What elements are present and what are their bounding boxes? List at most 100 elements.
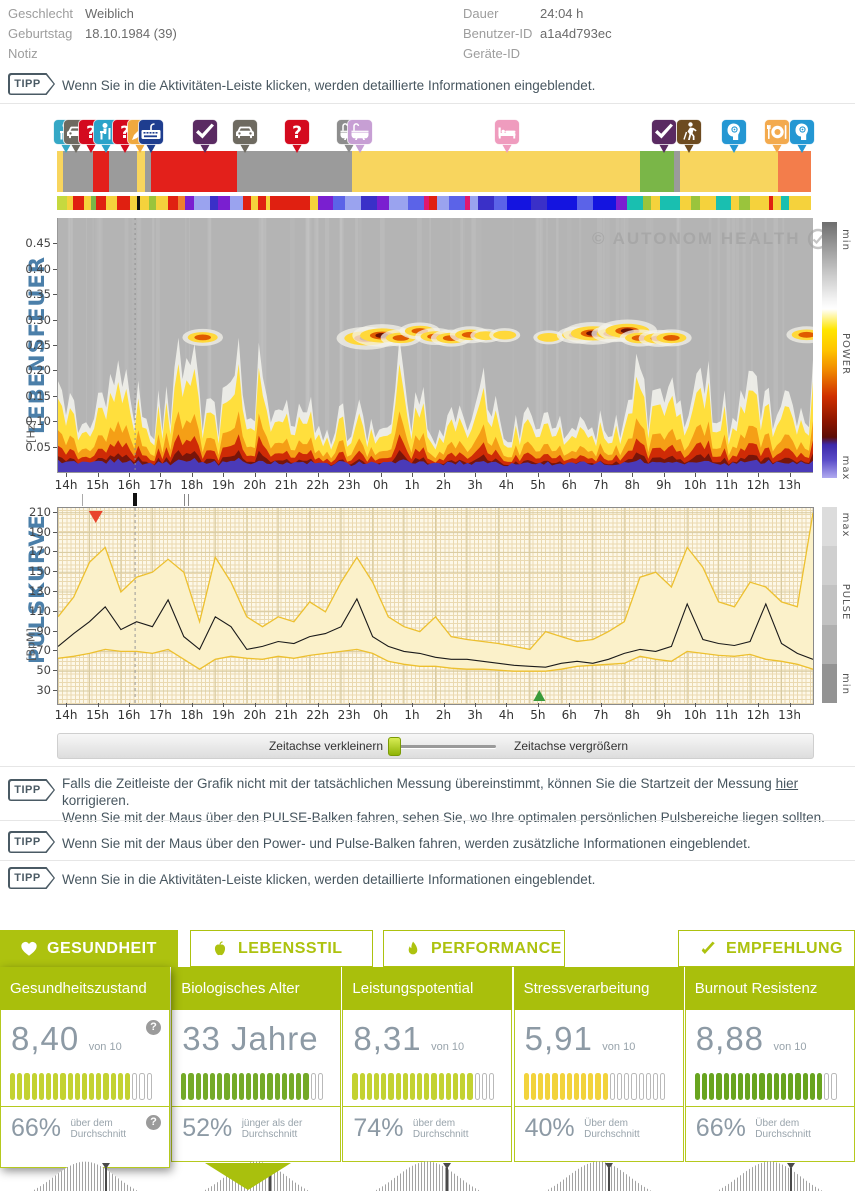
metric-card-1[interactable]: Biologisches Alter 33 Jahre 52% jünger a… [171, 967, 342, 1191]
strip-segment[interactable] [730, 196, 739, 210]
strip-segment[interactable] [470, 196, 479, 210]
activity-pin-head-gear[interactable] [721, 119, 747, 155]
help-icon[interactable]: ? [146, 1115, 161, 1130]
strip-segment[interactable] [494, 196, 507, 210]
strip-segment[interactable] [168, 196, 179, 210]
strip-segment[interactable] [506, 196, 531, 210]
activity-pin-car[interactable] [232, 119, 258, 155]
strip-segment[interactable] [116, 196, 130, 210]
strip-segment[interactable] [650, 196, 661, 210]
strip-segment[interactable] [749, 196, 770, 210]
strip-segment[interactable] [96, 196, 106, 210]
activity-segment[interactable] [352, 151, 640, 192]
activity-segment[interactable] [679, 151, 778, 192]
strip-segment[interactable] [376, 196, 389, 210]
strip-segment[interactable] [243, 196, 252, 210]
strip-segment[interactable] [72, 196, 85, 210]
tab-empfehlung[interactable]: EMPFEHLUNG [678, 930, 855, 967]
tab-gesundheit[interactable]: GESUNDHEIT [0, 930, 178, 967]
strip-segment[interactable] [789, 196, 812, 210]
activity-segment[interactable] [145, 151, 151, 192]
activity-segment[interactable] [109, 151, 137, 192]
pulse-colorbar-segment[interactable] [822, 624, 837, 664]
correct-start-time-link[interactable]: hier [775, 776, 799, 791]
strip-segment[interactable] [218, 196, 231, 210]
strip-segment[interactable] [615, 196, 627, 210]
pulse-colorbar-segment[interactable] [822, 585, 837, 625]
strip-segment[interactable] [769, 196, 774, 210]
activity-pin-question[interactable]: ? [284, 119, 310, 155]
lebensfeuer-spectrogram[interactable] [57, 218, 813, 473]
activity-segment[interactable] [63, 151, 94, 192]
activity-segment[interactable] [57, 151, 64, 192]
strip-segment[interactable] [344, 196, 361, 210]
strip-segment[interactable] [184, 196, 195, 210]
pulse-colorbar-segment[interactable] [822, 546, 837, 586]
activity-color-strip[interactable] [57, 196, 812, 210]
strip-segment[interactable] [577, 196, 594, 210]
metric-card-3[interactable]: Stressverarbeitung 5,91 von 10 40% Über … [513, 967, 684, 1191]
pulse-colorbar-segment[interactable] [822, 507, 837, 547]
strip-segment[interactable] [773, 196, 782, 210]
strip-segment[interactable] [230, 196, 244, 210]
time-axis-slider-track[interactable] [396, 745, 496, 748]
strip-segment[interactable] [194, 196, 211, 210]
strip-segment[interactable] [148, 196, 157, 210]
strip-segment[interactable] [105, 196, 117, 210]
strip-segment[interactable] [251, 196, 258, 210]
activity-pin-bath[interactable] [347, 119, 373, 155]
activity-bar[interactable] [57, 151, 812, 192]
tab-lebensstil[interactable]: LEBENSSTIL [190, 930, 373, 967]
strip-segment[interactable] [210, 196, 219, 210]
strip-segment[interactable] [642, 196, 651, 210]
activity-segment[interactable] [777, 151, 812, 192]
strip-segment[interactable] [265, 196, 271, 210]
power-colorbar[interactable] [822, 222, 837, 478]
strip-segment[interactable] [429, 196, 438, 210]
strip-segment[interactable] [156, 196, 169, 210]
pulse-colorbar-segment[interactable] [822, 663, 837, 703]
strip-segment[interactable] [546, 196, 578, 210]
strip-segment[interactable] [57, 196, 67, 210]
activity-segment[interactable] [237, 151, 353, 192]
strip-segment[interactable] [465, 196, 471, 210]
strip-segment[interactable] [360, 196, 377, 210]
strip-segment[interactable] [700, 196, 717, 210]
strip-segment[interactable] [136, 196, 141, 210]
metric-card-2[interactable]: Leistungspotential 8,31 von 10 74% über … [342, 967, 513, 1191]
activity-segment[interactable] [136, 151, 146, 192]
strip-segment[interactable] [140, 196, 149, 210]
strip-segment[interactable] [478, 196, 495, 210]
activity-pin-bed[interactable] [494, 119, 520, 155]
activity-segment[interactable] [674, 151, 680, 192]
activity-pin-head-gear[interactable] [789, 119, 815, 155]
strip-segment[interactable] [530, 196, 547, 210]
strip-segment[interactable] [178, 196, 185, 210]
strip-segment[interactable] [423, 196, 430, 210]
strip-segment[interactable] [84, 196, 91, 210]
time-axis-slider-handle[interactable] [388, 737, 401, 756]
strip-segment[interactable] [679, 196, 691, 210]
pulse-chart[interactable] [57, 507, 814, 705]
strip-segment[interactable] [690, 196, 701, 210]
strip-segment[interactable] [332, 196, 345, 210]
activity-pin-keyboard[interactable] [138, 119, 164, 155]
strip-segment[interactable] [129, 196, 137, 210]
help-icon[interactable]: ? [146, 1020, 161, 1035]
strip-segment[interactable] [318, 196, 333, 210]
strip-segment[interactable] [388, 196, 408, 210]
strip-segment[interactable] [716, 196, 731, 210]
strip-segment[interactable] [257, 196, 266, 210]
strip-segment[interactable] [407, 196, 424, 210]
activity-pin-relax[interactable] [192, 119, 218, 155]
strip-segment[interactable] [593, 196, 616, 210]
strip-segment[interactable] [660, 196, 680, 210]
strip-segment[interactable] [437, 196, 450, 210]
strip-segment[interactable] [66, 196, 73, 210]
activity-pin-hiker[interactable] [676, 119, 702, 155]
strip-segment[interactable] [781, 196, 790, 210]
strip-segment[interactable] [270, 196, 311, 210]
activity-segment[interactable] [150, 151, 238, 192]
strip-segment[interactable] [310, 196, 319, 210]
strip-segment[interactable] [626, 196, 643, 210]
